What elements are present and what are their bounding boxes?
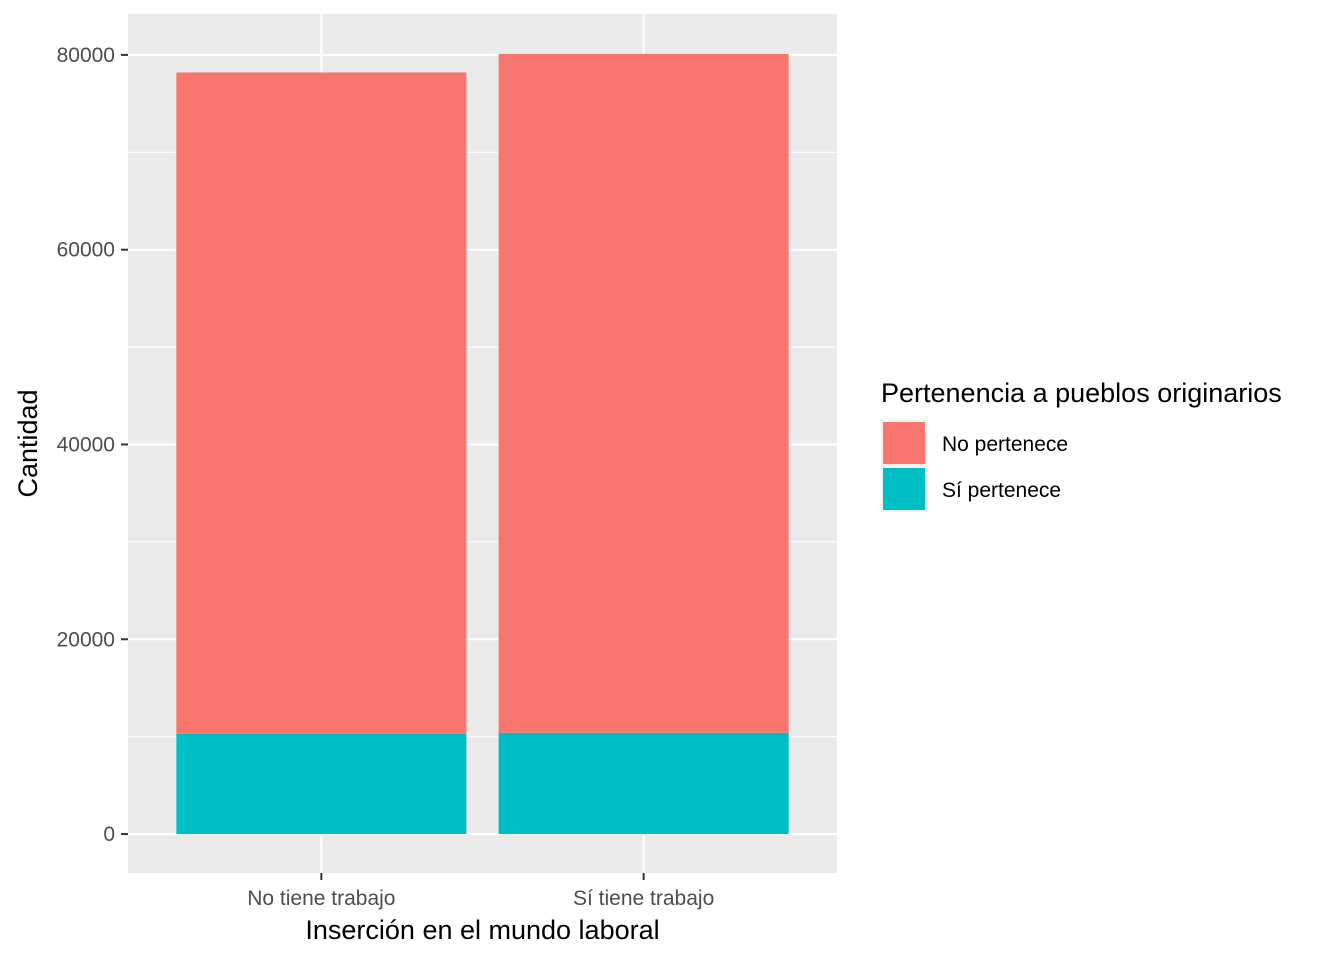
x-tick-label: Sí tiene trabajo [573,887,714,910]
bar-s-pertenece-1 [176,733,467,835]
y-tick-label: 80000 [57,44,115,67]
legend-title: Pertenencia a pueblos originarios [881,378,1282,408]
y-tick-label: 20000 [57,628,115,651]
bar-no-pertenece-1 [176,72,467,734]
x-axis: No tiene trabajo Sí tiene trabajo [247,873,714,910]
y-tick-label: 60000 [57,239,115,262]
y-tick-label: 40000 [57,433,115,456]
legend-swatch [883,468,925,510]
x-tick-label: No tiene trabajo [247,887,395,910]
y-axis: 0 20000 40000 60000 80000 [57,44,128,846]
legend-swatch [883,422,925,464]
legend: Pertenencia a pueblos originarios No per… [881,378,1282,512]
legend-label: No pertenece [942,433,1068,456]
bars [176,53,789,835]
y-tick-label: 0 [103,823,115,846]
y-axis-title: Cantidad [13,389,43,497]
bar-s-pertenece-2 [498,732,789,835]
bar-no-pertenece-2 [498,53,789,733]
x-axis-title: Inserción en el mundo laboral [305,915,659,945]
legend-items: No pertenece Sí pertenece [881,420,1068,512]
legend-label: Sí pertenece [942,479,1061,502]
